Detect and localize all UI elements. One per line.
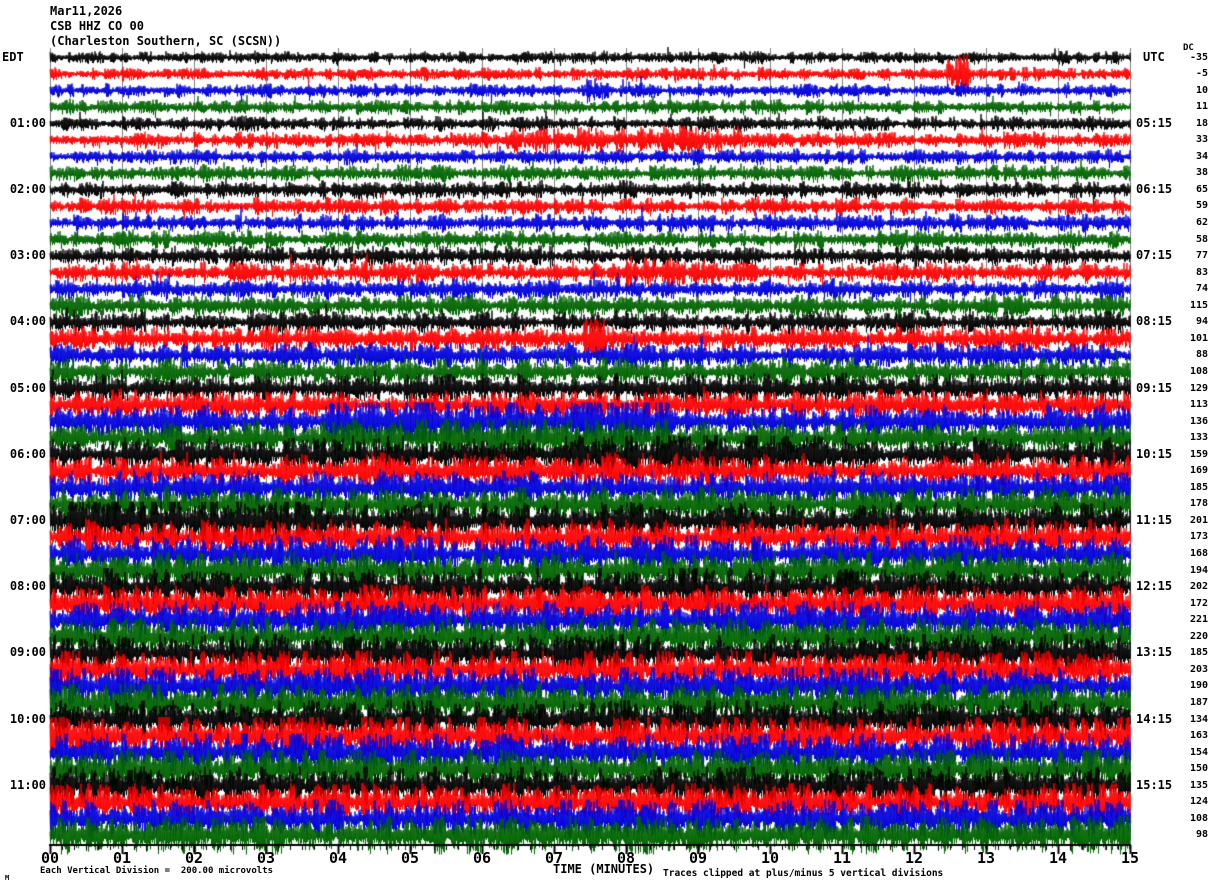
dc-offset-value: 220 bbox=[1189, 630, 1208, 642]
minute-tick-label: 07 bbox=[544, 849, 564, 867]
right-timezone-label: UTC bbox=[1143, 50, 1165, 64]
edt-hour-label: 04:00 bbox=[9, 314, 46, 329]
header-station-location: (Charleston Southern, SC (SCSN)) bbox=[50, 34, 282, 48]
utc-hour-label: 11:15 bbox=[1136, 512, 1173, 527]
dc-offset-value: 172 bbox=[1189, 597, 1208, 609]
minute-tick-label: 12 bbox=[904, 849, 924, 867]
dc-offset-value: 74 bbox=[1195, 283, 1208, 295]
edt-hour-label: 09:00 bbox=[9, 645, 46, 660]
clipping-note: Traces clipped at plus/minus 5 vertical … bbox=[663, 868, 944, 879]
dc-offset-value: 194 bbox=[1189, 564, 1208, 576]
dc-offset-value: 11 bbox=[1195, 101, 1208, 113]
utc-hour-label: 08:15 bbox=[1136, 314, 1173, 329]
minute-tick-label: 13 bbox=[976, 849, 996, 867]
dc-offset-value: 58 bbox=[1195, 233, 1208, 245]
dc-offset-value: 173 bbox=[1189, 531, 1208, 543]
dc-offset-value: 203 bbox=[1189, 663, 1208, 675]
edt-hour-label: 10:00 bbox=[9, 711, 46, 726]
dc-offset-value: 178 bbox=[1189, 498, 1208, 510]
x-axis-title: TIME (MINUTES) bbox=[553, 862, 655, 876]
minute-tick-label: 11 bbox=[832, 849, 852, 867]
minute-tick-label: 02 bbox=[184, 849, 204, 867]
dc-offset-value: 168 bbox=[1189, 548, 1208, 559]
dc-offset-value: 185 bbox=[1189, 481, 1208, 493]
dc-offset-value: 163 bbox=[1189, 730, 1208, 742]
utc-hour-label: 05:15 bbox=[1136, 115, 1173, 130]
minute-tick-label: 10 bbox=[760, 849, 780, 867]
header-date: Mar11,2026 bbox=[50, 4, 123, 18]
minute-tick-label: 01 bbox=[112, 849, 132, 867]
dc-offset-value: 59 bbox=[1195, 200, 1208, 212]
edt-hour-label: 08:00 bbox=[9, 579, 46, 594]
edt-hour-label: 11:00 bbox=[9, 777, 46, 792]
header-station-code: CSB HHZ CO 00 bbox=[50, 19, 144, 33]
dc-offset-value: 185 bbox=[1189, 647, 1208, 659]
edt-hour-label: 05:00 bbox=[9, 380, 46, 395]
minute-tick-label: 04 bbox=[328, 849, 348, 867]
utc-hour-label: 06:15 bbox=[1136, 181, 1173, 196]
dc-offset-value: 124 bbox=[1189, 796, 1208, 808]
minute-tick-label: 14 bbox=[1048, 849, 1068, 867]
dc-offset-value: 77 bbox=[1195, 250, 1208, 262]
dc-offset-value: 88 bbox=[1195, 349, 1208, 361]
dc-offset-column-label: DC bbox=[1183, 43, 1194, 53]
dc-offset-value: 221 bbox=[1189, 614, 1208, 626]
dc-offset-value: 101 bbox=[1189, 332, 1208, 344]
dc-offset-value: 187 bbox=[1189, 696, 1208, 708]
dc-offset-value: 150 bbox=[1189, 763, 1208, 775]
vertical-division-note: Each Vertical Division = 200.00 microvol… bbox=[40, 866, 273, 876]
dc-offset-value: -5 bbox=[1195, 68, 1208, 80]
dc-offset-value: 202 bbox=[1189, 581, 1208, 593]
watermark-glyph: M bbox=[5, 874, 10, 882]
minute-tick-label: 06 bbox=[472, 849, 492, 867]
dc-offset-value: 113 bbox=[1189, 399, 1208, 411]
dc-offset-value: 98 bbox=[1195, 829, 1208, 841]
dc-offset-value: 129 bbox=[1189, 382, 1208, 394]
utc-hour-label: 09:15 bbox=[1136, 380, 1173, 395]
dc-offset-value: 108 bbox=[1189, 812, 1208, 824]
edt-hour-label: 01:00 bbox=[9, 115, 46, 130]
dc-offset-value: 10 bbox=[1195, 84, 1208, 96]
minute-tick-label: 00 bbox=[40, 849, 60, 867]
dc-offset-value: 65 bbox=[1195, 183, 1208, 195]
utc-hour-label: 12:15 bbox=[1136, 579, 1173, 594]
dc-offset-value: 169 bbox=[1189, 465, 1208, 477]
minute-tick-label: 15 bbox=[1120, 849, 1140, 867]
dc-offset-value: 83 bbox=[1195, 266, 1208, 278]
minute-tick-label: 08 bbox=[616, 849, 636, 867]
edt-hour-label: 03:00 bbox=[9, 248, 46, 263]
dc-offset-value: 159 bbox=[1189, 448, 1208, 460]
left-timezone-label: EDT bbox=[2, 50, 24, 64]
dc-offset-value: 108 bbox=[1189, 365, 1208, 377]
dc-offset-value: 18 bbox=[1195, 117, 1208, 129]
dc-offset-value: 133 bbox=[1189, 432, 1208, 444]
minute-tick-label: 03 bbox=[256, 849, 276, 867]
utc-hour-label: 10:15 bbox=[1136, 446, 1173, 461]
dc-offset-value: 154 bbox=[1189, 746, 1208, 758]
dc-offset-value: 136 bbox=[1189, 415, 1208, 427]
utc-hour-label: 13:15 bbox=[1136, 645, 1173, 660]
dc-offset-value: 201 bbox=[1189, 514, 1208, 526]
utc-hour-label: 15:15 bbox=[1136, 777, 1173, 792]
minute-tick-label: 05 bbox=[400, 849, 420, 867]
dc-offset-value: -35 bbox=[1189, 51, 1208, 63]
dc-offset-value: 94 bbox=[1195, 316, 1208, 328]
dc-offset-value: 190 bbox=[1189, 680, 1208, 692]
minute-tick-label: 09 bbox=[688, 849, 708, 867]
dc-offset-value: 115 bbox=[1189, 299, 1208, 311]
edt-hour-label: 02:00 bbox=[9, 181, 46, 196]
dc-offset-value: 34 bbox=[1195, 150, 1208, 162]
dc-offset-value: 33 bbox=[1195, 134, 1208, 146]
dc-offset-value: 134 bbox=[1189, 713, 1208, 725]
edt-hour-label: 06:00 bbox=[9, 446, 46, 461]
utc-hour-label: 14:15 bbox=[1136, 711, 1173, 726]
dc-offset-value: 135 bbox=[1189, 779, 1208, 791]
utc-hour-label: 07:15 bbox=[1136, 248, 1173, 263]
edt-hour-label: 07:00 bbox=[9, 512, 46, 527]
dc-offset-value: 38 bbox=[1195, 167, 1208, 179]
dc-offset-value: 62 bbox=[1195, 217, 1208, 228]
